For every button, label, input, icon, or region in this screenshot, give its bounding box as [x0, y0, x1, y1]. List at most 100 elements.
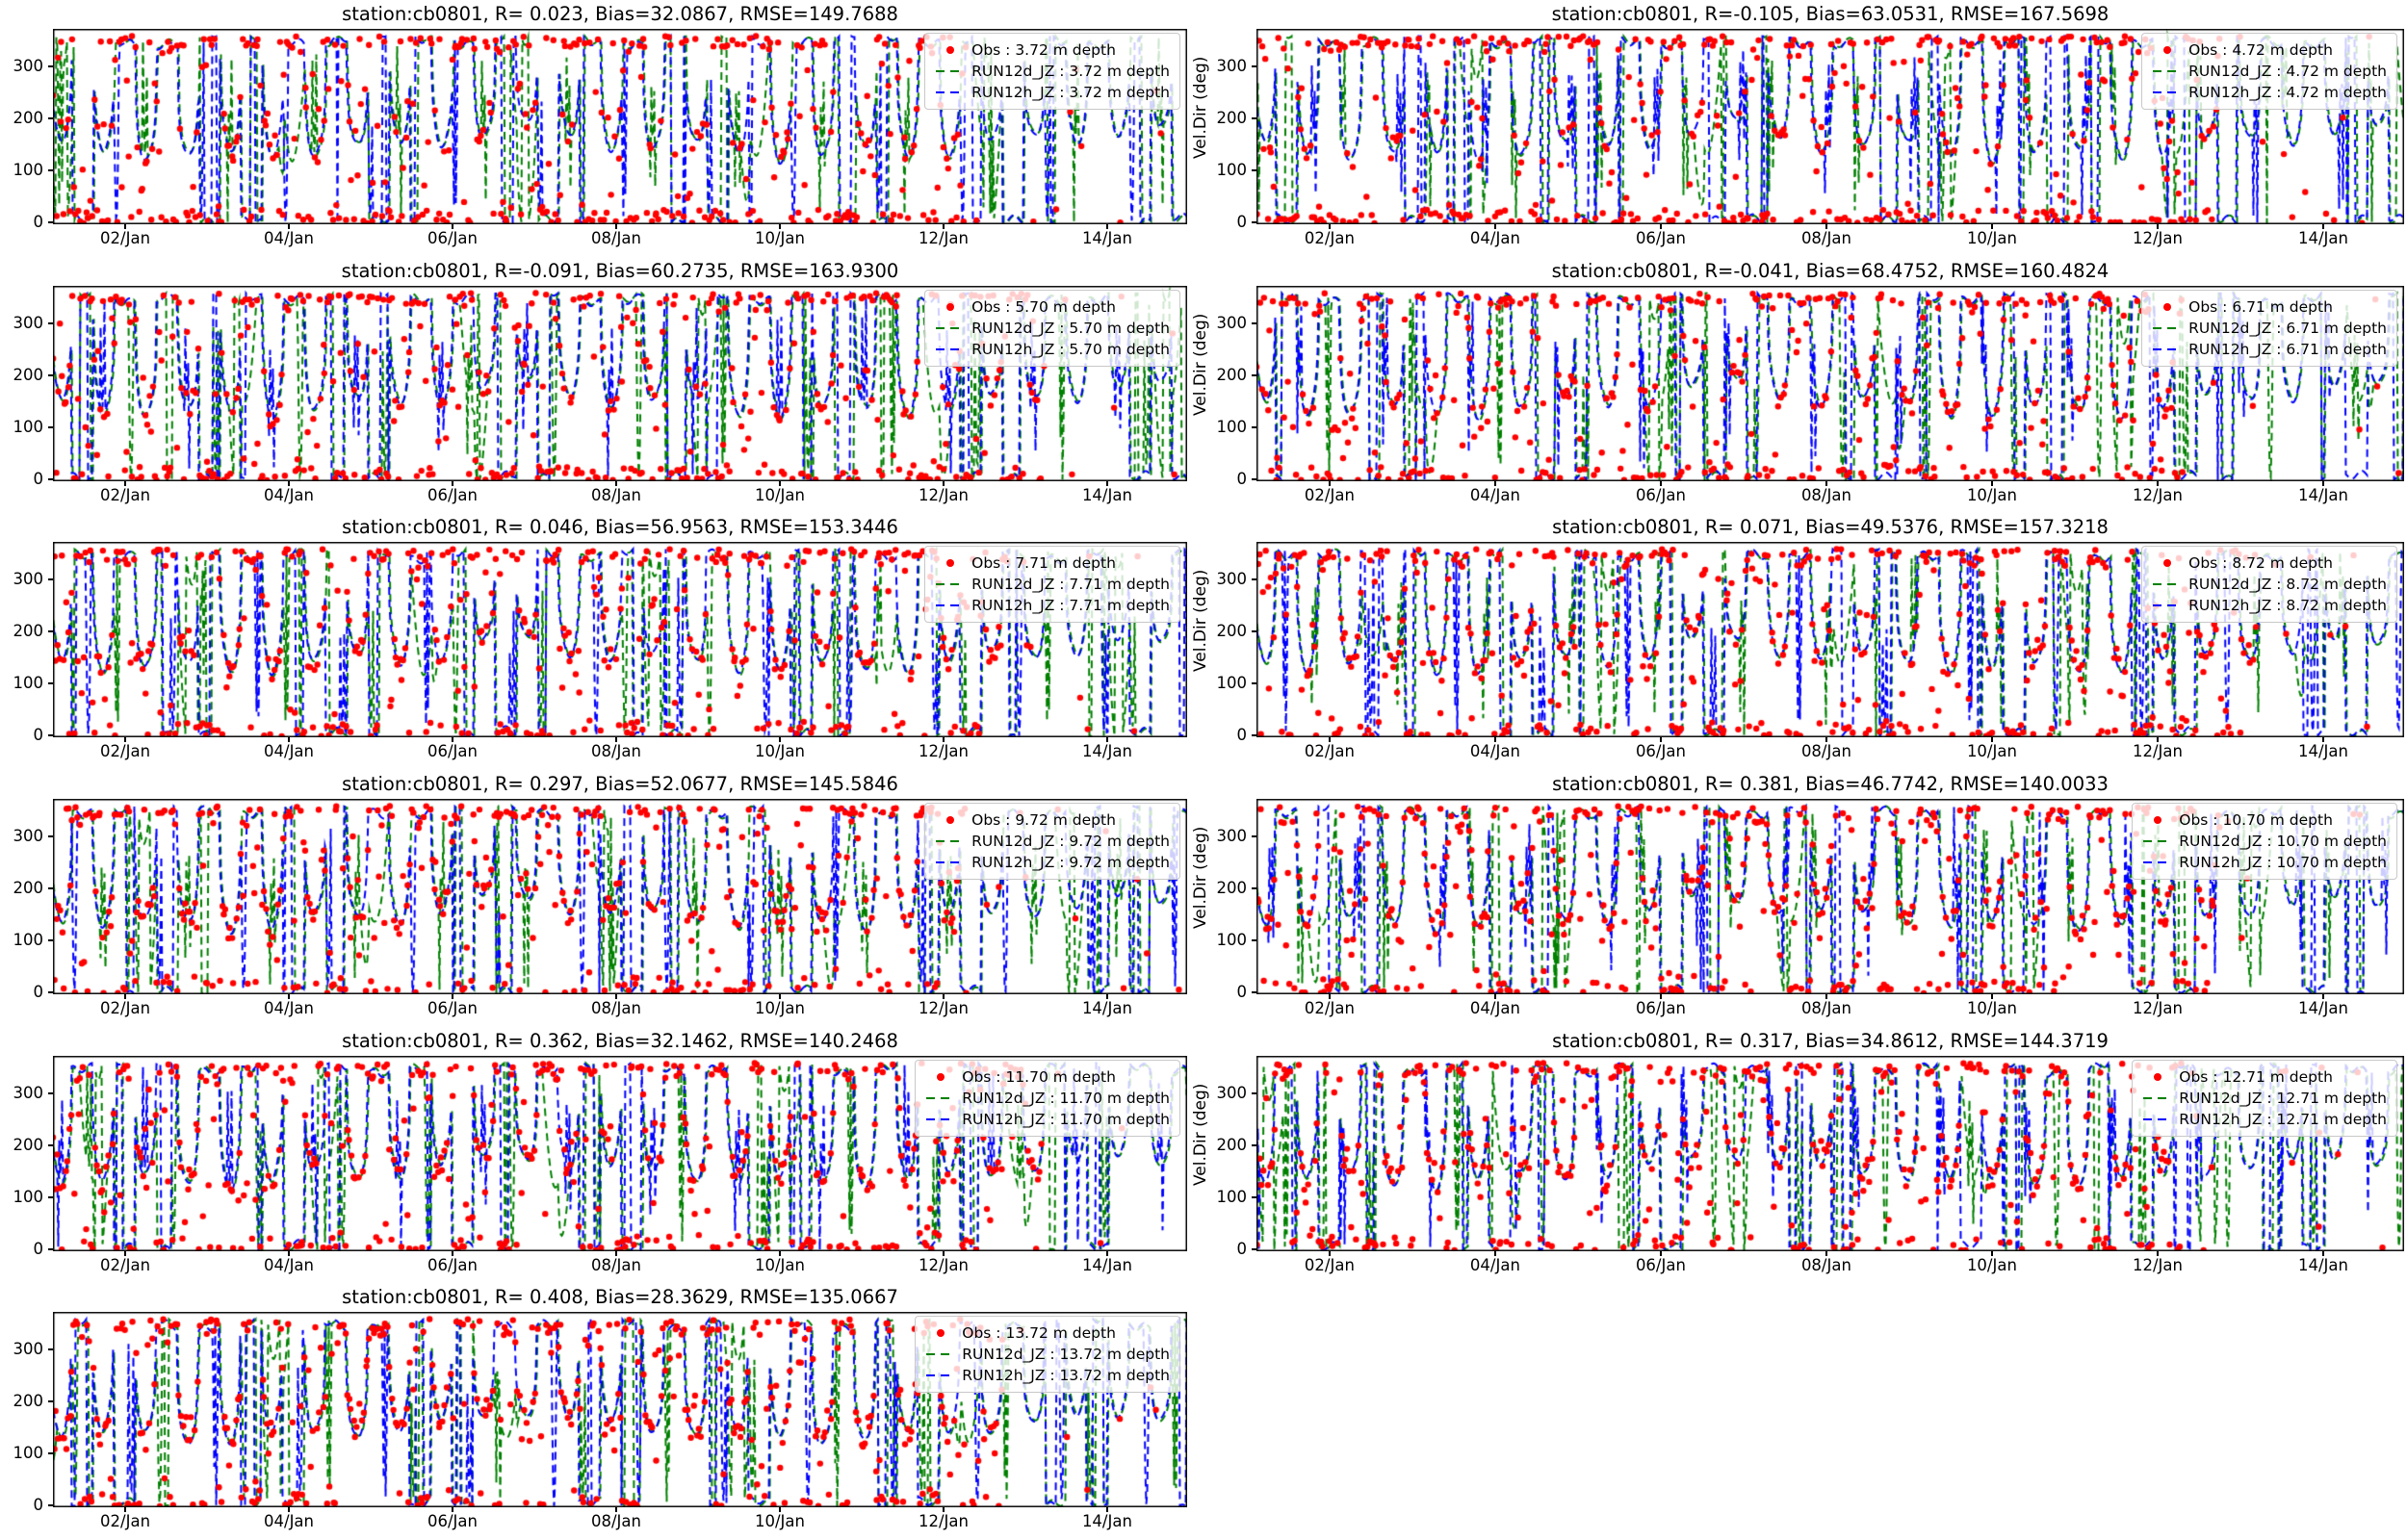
y-tick-label: 200 [13, 365, 44, 384]
x-tick-mark [615, 224, 617, 229]
x-tick-label: 10/Jan [754, 486, 805, 504]
x-tick-mark [943, 481, 945, 486]
subplot-depth-12-71m: station:cb0801, R= 0.317, Bias=34.8612, … [1191, 1027, 2404, 1283]
x-tick-label: 14/Jan [2297, 999, 2348, 1017]
y-tick-label: 0 [33, 726, 44, 744]
x-tick-label: 12/Jan [2132, 742, 2183, 760]
x-tick-mark [2157, 224, 2159, 229]
x-tick-mark [2322, 1251, 2324, 1256]
y-tick-mark [1252, 117, 1256, 119]
x-tick-mark [779, 224, 781, 229]
x-tick-mark [615, 1507, 617, 1512]
x-tick-mark [2322, 737, 2324, 742]
x-tick-label: 12/Jan [918, 742, 969, 760]
x-tick-label: 12/Jan [2132, 486, 2183, 504]
blue-dash-marker [923, 1117, 958, 1121]
x-tick-label: 06/Jan [427, 486, 478, 504]
x-tick-label: 10/Jan [1966, 486, 2017, 504]
legend-label: RUN12h_JZ : 7.71 m depth [971, 597, 1170, 614]
legend-item-obs: Obs : 8.72 m depth [2150, 552, 2387, 574]
y-tick-label: 300 [13, 56, 44, 75]
x-tick-label: 06/Jan [427, 1512, 478, 1530]
x-tick-mark [124, 737, 126, 742]
x-tick-label: 02/Jan [1304, 229, 1355, 247]
x-tick-mark [1106, 224, 1108, 229]
x-tick-label: 08/Jan [590, 229, 641, 247]
plot-title: station:cb0801, R= 0.023, Bias=32.0867, … [342, 3, 898, 25]
subplot-depth-8-72m: station:cb0801, R= 0.071, Bias=49.5376, … [1191, 513, 2404, 769]
x-tick-label: 10/Jan [754, 229, 805, 247]
legend-label: RUN12d_JZ : 11.70 m depth [962, 1090, 1170, 1107]
x-tick-mark [779, 1507, 781, 1512]
legend-item-run12h: RUN12h_JZ : 8.72 m depth [2150, 595, 2387, 616]
x-tick-label: 14/Jan [1081, 1512, 1132, 1530]
obs-dot-marker [933, 303, 968, 311]
legend-label: RUN12d_JZ : 8.72 m depth [2188, 576, 2387, 593]
obs-dot-marker [2140, 1073, 2175, 1081]
x-tick-mark [1106, 481, 1108, 486]
x-tick-mark [615, 994, 617, 999]
x-tick-label: 12/Jan [918, 1512, 969, 1530]
plot-title: station:cb0801, R= 0.381, Bias=46.7742, … [1552, 773, 2109, 795]
legend-item-run12h: RUN12h_JZ : 11.70 m depth [923, 1109, 1170, 1130]
legend-label: RUN12d_JZ : 13.72 m depth [962, 1346, 1170, 1363]
y-tick-mark [48, 939, 53, 941]
legend-label: Obs : 8.72 m depth [2188, 554, 2333, 572]
y-tick-label: 200 [1216, 621, 1248, 640]
blue-dash-marker [2140, 1117, 2175, 1121]
x-tick-mark [1106, 1251, 1108, 1256]
blue-dash-marker [933, 860, 968, 864]
y-tick-label: 0 [1236, 1240, 1248, 1258]
subplot-depth-6-71m: station:cb0801, R=-0.041, Bias=68.4752, … [1191, 257, 2404, 513]
x-tick-label: 02/Jan [1304, 486, 1355, 504]
green-dash-marker [2150, 326, 2185, 330]
x-tick-label: 12/Jan [918, 1256, 969, 1274]
x-tick-mark [124, 994, 126, 999]
x-tick-label: 06/Jan [427, 999, 478, 1017]
legend: Obs : 10.70 m depth RUN12d_JZ : 10.70 m … [2132, 803, 2397, 880]
x-tick-mark [615, 737, 617, 742]
legend-item-run12d: RUN12d_JZ : 6.71 m depth [2150, 318, 2387, 339]
y-tick-mark [48, 887, 53, 889]
x-tick-label: 10/Jan [754, 999, 805, 1017]
x-tick-label: 12/Jan [2132, 999, 2183, 1017]
x-tick-label: 02/Jan [100, 742, 151, 760]
legend-label: RUN12h_JZ : 10.70 m depth [2179, 854, 2387, 871]
x-tick-label: 08/Jan [590, 1256, 641, 1274]
x-tick-label: 02/Jan [100, 999, 151, 1017]
legend-item-run12d: RUN12d_JZ : 5.70 m depth [933, 318, 1170, 339]
legend-item-run12d: RUN12d_JZ : 7.71 m depth [933, 574, 1170, 595]
legend-item-run12h: RUN12h_JZ : 10.70 m depth [2140, 852, 2387, 873]
legend-item-obs: Obs : 13.72 m depth [923, 1322, 1170, 1344]
y-tick-mark [48, 1348, 53, 1350]
x-tick-mark [452, 224, 453, 229]
x-tick-label: 06/Jan [1635, 999, 1686, 1017]
y-tick-label: 300 [1216, 1083, 1248, 1102]
x-tick-mark [1660, 737, 1662, 742]
x-tick-mark [1329, 994, 1331, 999]
x-tick-mark [124, 481, 126, 486]
obs-dot-marker [933, 559, 968, 567]
x-tick-label: 02/Jan [100, 1256, 151, 1274]
x-tick-label: 02/Jan [100, 229, 151, 247]
x-tick-label: 12/Jan [918, 229, 969, 247]
legend-item-run12d: RUN12d_JZ : 13.72 m depth [923, 1344, 1170, 1365]
legend-label: RUN12d_JZ : 12.71 m depth [2179, 1090, 2387, 1107]
legend-label: RUN12h_JZ : 4.72 m depth [2188, 84, 2387, 101]
x-tick-label: 06/Jan [1635, 1256, 1686, 1274]
y-tick-mark [1252, 1196, 1256, 1198]
y-tick-label: 200 [13, 1391, 44, 1410]
x-tick-mark [1991, 994, 1993, 999]
x-tick-label: 10/Jan [754, 742, 805, 760]
y-tick-label: 200 [13, 621, 44, 640]
legend-item-obs: Obs : 5.70 m depth [933, 296, 1170, 318]
blue-dash-marker [2150, 347, 2185, 351]
x-tick-label: 06/Jan [427, 742, 478, 760]
x-tick-label: 12/Jan [918, 486, 969, 504]
blue-dash-marker [933, 90, 968, 94]
x-tick-mark [2322, 994, 2324, 999]
legend-label: Obs : 3.72 m depth [971, 41, 1116, 59]
subplot-depth-10-70m: station:cb0801, R= 0.381, Bias=46.7742, … [1191, 770, 2404, 1026]
x-tick-mark [1991, 1251, 1993, 1256]
y-tick-mark [1252, 939, 1256, 941]
